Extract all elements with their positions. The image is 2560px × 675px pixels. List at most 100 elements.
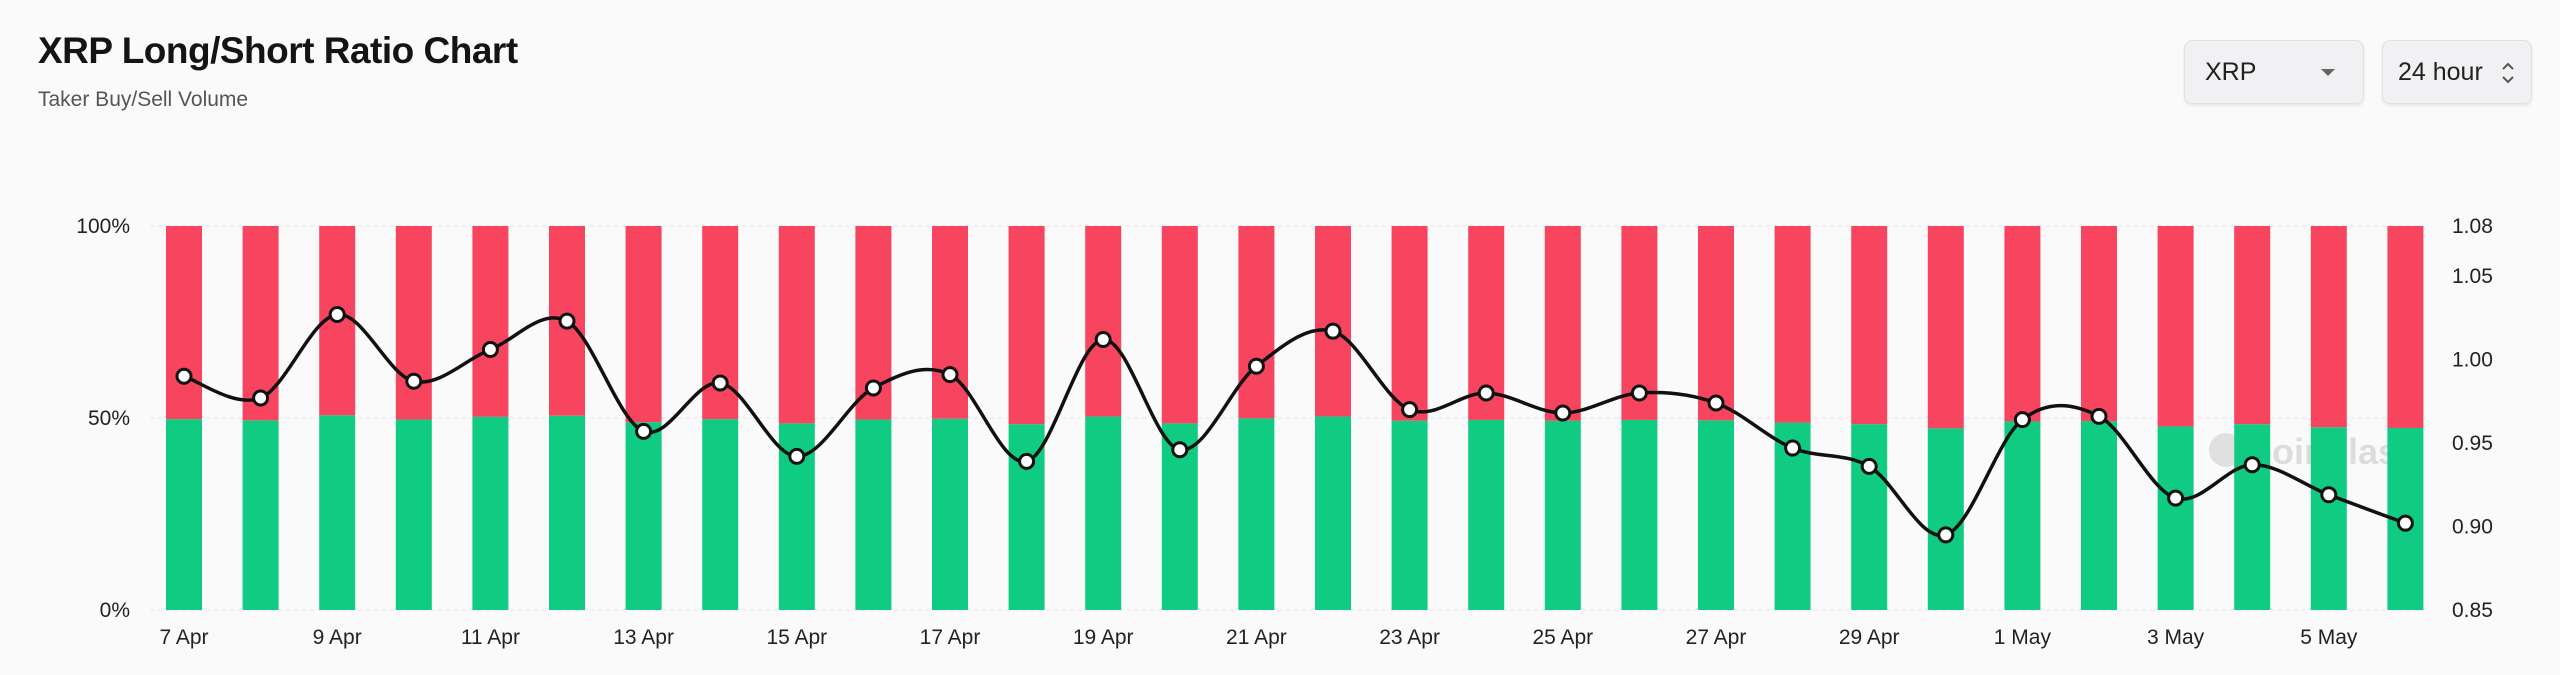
ratio-point-7[interactable] <box>711 374 729 392</box>
ratio-point-29[interactable] <box>2396 514 2414 532</box>
bar-short-6 <box>625 226 662 423</box>
bar-long-23 <box>1927 428 1964 610</box>
ratio-line <box>175 305 2414 544</box>
bar-long-7 <box>702 419 739 610</box>
ratio-point-8[interactable] <box>788 447 806 465</box>
bar-long-20 <box>1698 420 1734 610</box>
axes: 0% 50% 100% 0.85 0.90 0.95 1.00 1.05 1.08 7 Apr 9 … <box>76 215 2493 649</box>
y-right-tick-label: 0.95 <box>2452 432 2493 455</box>
bar-long-22 <box>1851 424 1888 610</box>
ratio-point-23[interactable] <box>1937 526 1955 544</box>
x-tick-label: 19 Apr <box>1073 626 1134 649</box>
ratio-point-11[interactable] <box>1018 452 1036 470</box>
ratio-point-20[interactable] <box>1707 394 1725 412</box>
x-tick-label: 29 Apr <box>1839 626 1900 649</box>
ratio-point-2[interactable] <box>328 305 346 323</box>
bar-short-26 <box>2157 226 2194 427</box>
bar-long-16 <box>1391 420 1428 610</box>
x-tick-label: 3 May <box>2147 626 2205 649</box>
bar-long-14 <box>1238 418 1275 610</box>
x-tick-label: 27 Apr <box>1686 626 1747 649</box>
ratio-point-27[interactable] <box>2243 456 2261 474</box>
ratio-point-5[interactable] <box>558 312 576 330</box>
ratio-point-14[interactable] <box>1247 357 1265 375</box>
bar-short-22 <box>1851 226 1888 425</box>
bar-long-25 <box>2081 421 2117 610</box>
ratio-point-22[interactable] <box>1860 457 1878 475</box>
bars <box>166 226 2424 610</box>
bar-long-17 <box>1468 419 1505 610</box>
bar-long-15 <box>1315 416 1351 610</box>
y-left-tick-label: 100% <box>76 215 130 238</box>
bar-long-5 <box>549 415 585 610</box>
ratio-point-13[interactable] <box>1171 441 1189 459</box>
bar-short-25 <box>2081 226 2117 422</box>
bar-long-27 <box>2234 424 2271 610</box>
bar-short-28 <box>2310 226 2347 428</box>
bar-short-27 <box>2234 226 2271 425</box>
bar-long-19 <box>1621 419 1658 610</box>
chevron-down-icon <box>2321 69 2335 76</box>
ratio-point-21[interactable] <box>1784 439 1802 457</box>
bar-short-15 <box>1315 226 1351 417</box>
bar-short-20 <box>1698 226 1734 421</box>
bar-long-28 <box>2310 427 2347 610</box>
bar-short-18 <box>1544 226 1581 421</box>
y-left-tick-label: 0% <box>100 599 130 622</box>
ratio-point-9[interactable] <box>864 379 882 397</box>
bar-short-24 <box>2004 226 2041 422</box>
ratio-point-18[interactable] <box>1554 404 1572 422</box>
coin-select[interactable]: XRP <box>2184 40 2364 104</box>
ratio-point-4[interactable] <box>481 341 499 359</box>
bar-long-1 <box>242 420 279 610</box>
x-tick-label: 13 Apr <box>613 626 674 649</box>
bar-long-6 <box>625 422 662 610</box>
y-right-tick-label: 1.05 <box>2452 265 2493 288</box>
x-tick-label: 1 May <box>1994 626 2052 649</box>
x-tick-label: 15 Apr <box>766 626 827 649</box>
ratio-point-24[interactable] <box>2013 411 2031 429</box>
bar-long-24 <box>2004 421 2041 610</box>
x-tick-label: 11 Apr <box>461 626 520 649</box>
ratio-point-19[interactable] <box>1630 384 1648 402</box>
bar-short-13 <box>1161 226 1198 424</box>
bar-long-26 <box>2157 426 2194 610</box>
ratio-point-1[interactable] <box>252 389 270 407</box>
ratio-point-3[interactable] <box>405 372 423 390</box>
y-right-tick-label: 1.08 <box>2452 215 2493 238</box>
interval-select[interactable]: 24 hour <box>2382 40 2532 104</box>
ratio-point-28[interactable] <box>2320 486 2338 504</box>
ratio-point-25[interactable] <box>2090 407 2108 425</box>
bar-short-3 <box>395 226 432 420</box>
bar-short-0 <box>166 226 202 420</box>
bar-short-12 <box>1085 226 1122 417</box>
x-tick-label: 5 May <box>2300 626 2358 649</box>
ratio-point-0[interactable] <box>175 367 193 385</box>
bar-long-3 <box>395 419 432 610</box>
bar-long-12 <box>1085 416 1122 610</box>
ratio-point-6[interactable] <box>635 422 653 440</box>
x-tick-label: 21 Apr <box>1226 626 1287 649</box>
bar-short-29 <box>2387 226 2424 428</box>
bar-short-11 <box>1008 226 1045 425</box>
interval-select-value: 24 hour <box>2398 57 2483 86</box>
page-subtitle: Taker Buy/Sell Volume <box>38 88 249 111</box>
x-tick-label: 17 Apr <box>920 626 981 649</box>
y-right-tick-label: 0.90 <box>2452 516 2493 539</box>
bar-short-10 <box>932 226 968 419</box>
ratio-point-12[interactable] <box>1094 331 1112 349</box>
coin-select-value: XRP <box>2205 57 2257 86</box>
bar-short-4 <box>472 226 509 417</box>
ratio-point-16[interactable] <box>1401 401 1419 419</box>
bar-short-16 <box>1391 226 1428 421</box>
ratio-point-15[interactable] <box>1324 322 1342 340</box>
x-tick-label: 7 Apr <box>159 626 208 649</box>
page-title: XRP Long/Short Ratio Chart <box>38 30 518 71</box>
y-left-tick-label: 50% <box>88 407 130 430</box>
bar-long-2 <box>319 415 356 610</box>
ratio-point-17[interactable] <box>1477 384 1495 402</box>
ratio-point-26[interactable] <box>2167 489 2185 507</box>
ratio-point-10[interactable] <box>941 366 959 384</box>
bar-long-4 <box>472 416 509 610</box>
